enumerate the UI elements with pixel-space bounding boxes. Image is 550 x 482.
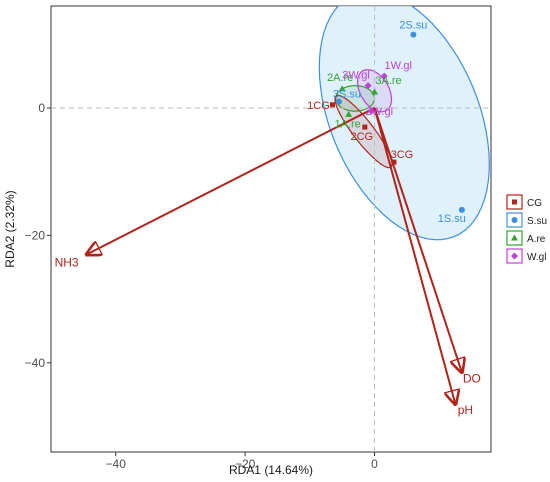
legend-marker-s-su (511, 217, 518, 223)
vector-label-do: DO (463, 371, 481, 385)
legend-label-w-gl: W.gl (527, 252, 546, 263)
sample-points (329, 31, 465, 213)
label-2cg: 2CG (351, 131, 374, 143)
reference-lines (51, 6, 491, 452)
point-3cg (391, 159, 397, 165)
x-tick-label: −20 (235, 457, 256, 471)
vector-arrow-nh3 (87, 107, 375, 255)
y-tick-label: −20 (25, 228, 46, 242)
y-tick-label: −40 (25, 356, 46, 370)
sample-labels: 1CG 2CG 3CG 1S.su 2S.su 3S.su 1A.re 2A.re 3A.re 1… (307, 20, 466, 225)
axes: −40 −20 0 −40 −20 0 (25, 101, 379, 471)
point-1a-re (345, 110, 353, 117)
x-tick-label: 0 (371, 457, 378, 471)
point-3s-su (335, 98, 342, 105)
y-tick-label: 0 (38, 101, 45, 115)
label-3w-gl: 3W.gl (342, 70, 370, 82)
x-axis-title: RDA1 (14.64%) (229, 463, 313, 477)
label-3cg: 3CG (391, 149, 414, 161)
label-1s-su: 1S.su (438, 213, 466, 225)
label-1w-gl: 1W.gl (384, 60, 412, 72)
vector-arrow-ph (373, 107, 456, 404)
legend: CG S.su A.re W.gl (506, 194, 547, 264)
point-1cg (329, 102, 335, 108)
legend-marker-a-re (511, 234, 518, 241)
point-3w-gl (364, 82, 372, 90)
point-2cg (362, 124, 368, 130)
point-2s-su (410, 31, 417, 38)
label-1a-re: 1A.re (334, 118, 360, 130)
point-1w-gl (380, 72, 388, 80)
point-2w-gl (367, 107, 375, 115)
label-3s-su: 3S.su (333, 89, 361, 101)
legend-label-s-su: S.su (527, 216, 547, 227)
label-2a-re: 2A.re (327, 72, 353, 84)
label-2w-gl: 2W.gl (366, 106, 394, 118)
legend-label-cg: CG (527, 198, 542, 209)
environment-vectors: NH3 DO pH (55, 107, 481, 417)
point-2a-re (338, 85, 346, 92)
legend-marker-cg (512, 199, 517, 205)
label-1cg: 1CG (307, 100, 330, 112)
vector-arrow-do (373, 107, 462, 372)
point-3a-re (371, 88, 379, 95)
vector-label-ph: pH (458, 403, 473, 417)
x-tick-label: −40 (106, 457, 127, 471)
ellipse-s-su (318, 6, 490, 241)
legend-label-a-re: A.re (527, 234, 546, 245)
label-2s-su: 2S.su (399, 20, 427, 32)
legend-marker-w-gl (511, 252, 518, 260)
point-1s-su (458, 206, 465, 213)
y-axis-title: RDA2 (2.32%) (3, 190, 17, 267)
vector-label-nh3: NH3 (55, 255, 79, 269)
label-3a-re: 3A.re (375, 75, 401, 87)
